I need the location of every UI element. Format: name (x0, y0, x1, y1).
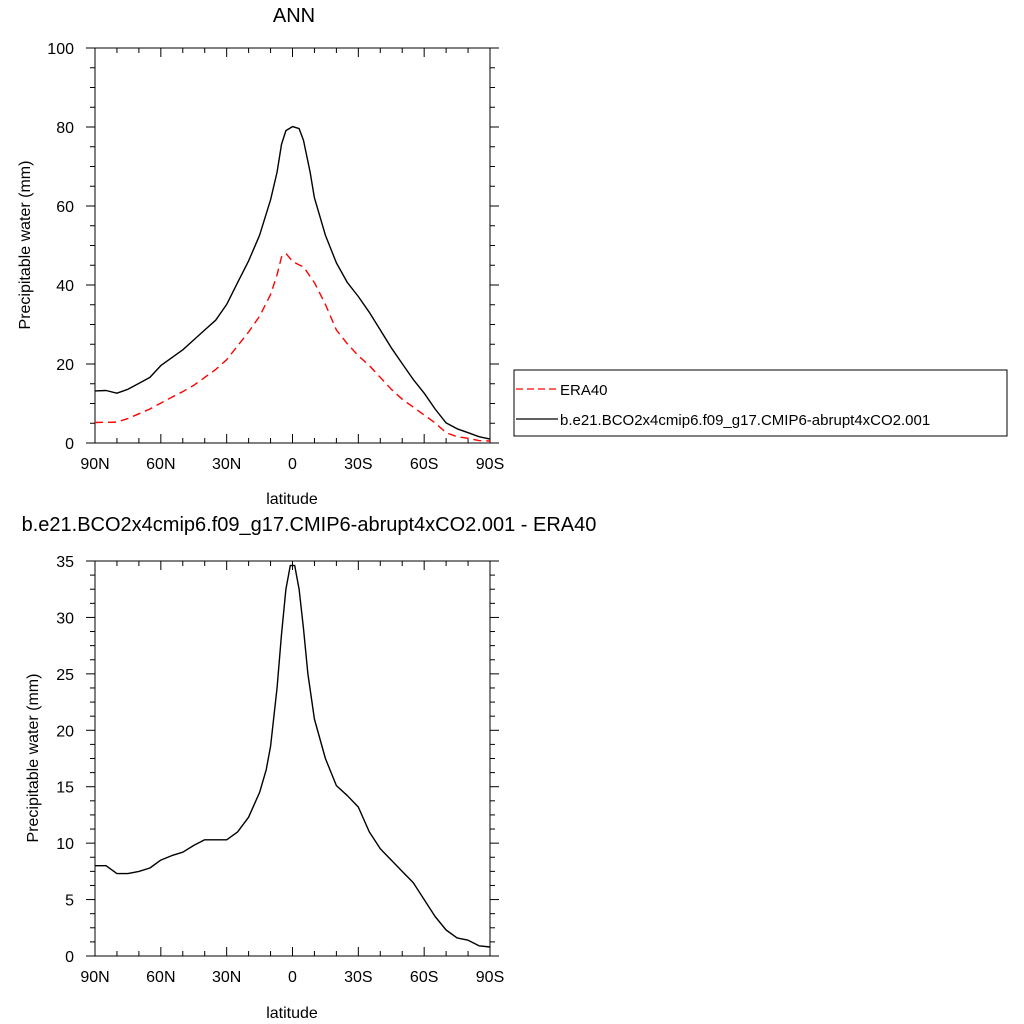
y-tick-label: 0 (65, 949, 74, 966)
top-chart-x-ticks: 90N 60N 30N 0 30S 60S 90S (80, 48, 504, 473)
legend: ERA40 b.e21.BCO2x4cmip6.f09_g17.CMIP6-ab… (513, 369, 1008, 437)
y-tick-label: 30 (56, 610, 74, 627)
x-tick-label: 30S (344, 969, 372, 986)
bottom-chart: b.e21.BCO2x4cmip6.f09_g17.CMIP6-abrupt4x… (22, 514, 597, 1022)
top-chart: ANN 90N 60N 30N 0 30S 60S 90S 0 20 40 60 80 100 lat… (17, 5, 1008, 508)
x-tick-label: 90S (476, 456, 504, 473)
top-chart-y-ticks: 0 20 40 60 80 100 (47, 41, 499, 453)
model-series-line (95, 564, 491, 948)
x-tick-label: 0 (288, 456, 297, 473)
y-tick-label: 5 (65, 893, 74, 910)
top-chart-title: ANN (273, 5, 315, 27)
bottom-chart-series (95, 564, 491, 948)
x-tick-label: 90S (476, 969, 504, 986)
bottom-chart-x-ticks: 90N 60N 30N 0 30S 60S 90S (80, 561, 504, 986)
bottom-chart-y-axis-label: Precipitable water (mm) (25, 674, 42, 843)
bottom-chart-x-axis-label: latitude (266, 1005, 318, 1022)
y-tick-label: 10 (56, 836, 74, 853)
y-tick-label: 100 (47, 41, 74, 58)
y-tick-label: 40 (56, 278, 74, 295)
top-chart-series (94, 125, 491, 442)
x-tick-label: 60S (410, 456, 438, 473)
x-tick-label: 0 (288, 969, 297, 986)
top-chart-y-axis-label: Precipitable water (mm) (17, 161, 34, 330)
bottom-chart-y-ticks: 0 5 10 15 20 25 30 35 (56, 554, 499, 966)
x-tick-label: 60S (410, 969, 438, 986)
x-tick-label: 90N (80, 969, 109, 986)
top-chart-x-axis-label: latitude (266, 491, 318, 508)
bottom-chart-title: b.e21.BCO2x4cmip6.f09_g17.CMIP6-abrupt4x… (22, 514, 597, 536)
y-tick-label: 20 (56, 723, 74, 740)
y-tick-label: 60 (56, 199, 74, 216)
y-tick-label: 15 (56, 780, 74, 797)
x-tick-label: 30N (212, 456, 241, 473)
y-tick-label: 20 (56, 357, 74, 374)
x-tick-label: 30S (344, 456, 372, 473)
x-tick-label: 30N (212, 969, 241, 986)
x-tick-label: 60N (146, 969, 175, 986)
y-tick-label: 80 (56, 120, 74, 137)
legend-label-model: b.e21.BCO2x4cmip6.f09_g17.CMIP6-abrupt4x… (560, 412, 930, 429)
legend-box (513, 369, 1008, 437)
x-tick-label: 90N (80, 456, 109, 473)
legend-label-era40: ERA40 (560, 382, 608, 399)
bottom-chart-plot-frame (94, 560, 491, 957)
y-tick-label: 35 (56, 554, 74, 571)
model-series-line (94, 125, 491, 440)
top-chart-plot-frame (94, 47, 491, 444)
y-tick-label: 0 (65, 436, 74, 453)
y-tick-label: 25 (56, 667, 74, 684)
x-tick-label: 60N (146, 456, 175, 473)
era40-series-line (94, 252, 491, 442)
